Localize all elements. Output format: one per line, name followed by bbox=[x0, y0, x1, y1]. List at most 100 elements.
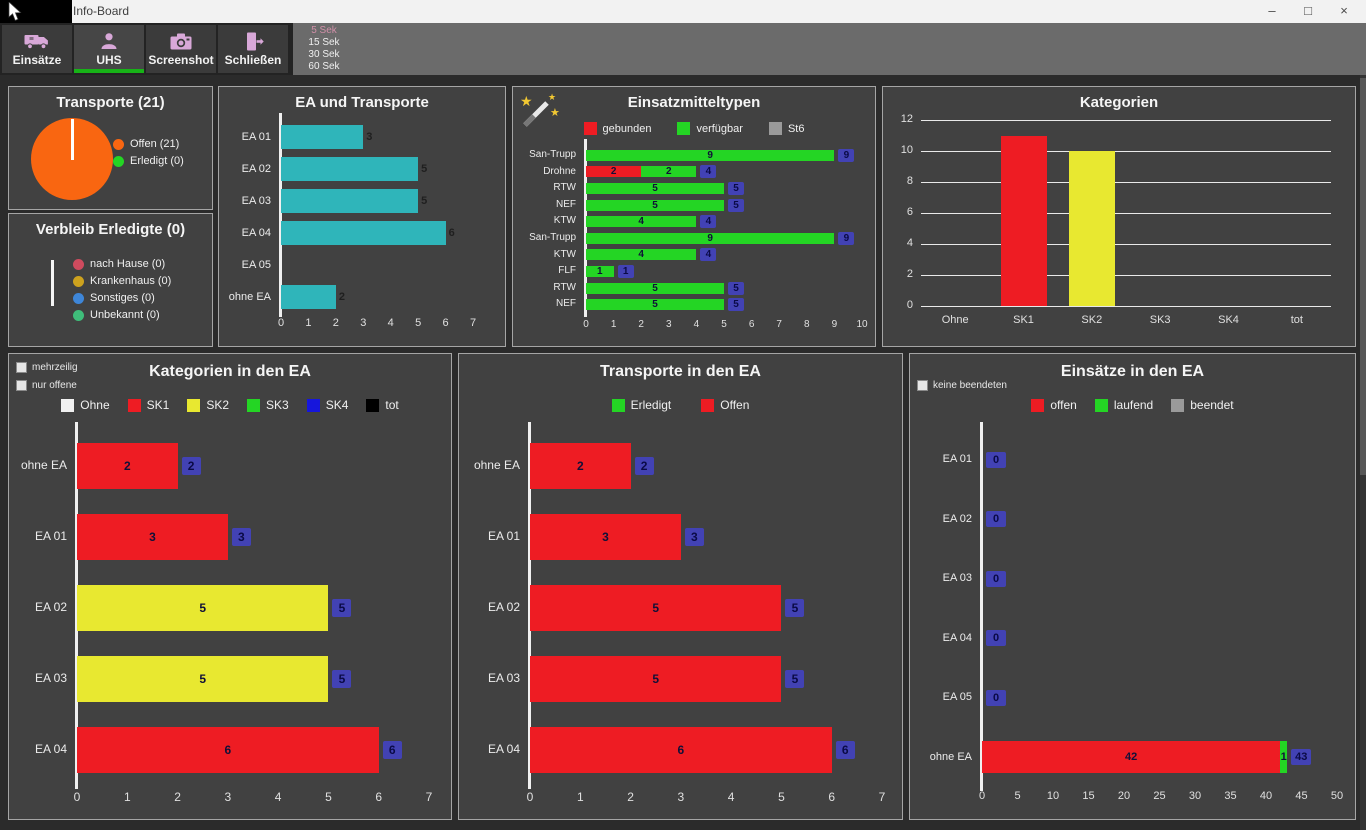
panel-einsaetze-in-den-ea: keine beendeten Einsätze in den EA offen… bbox=[909, 353, 1356, 820]
panel-transporte-title: Transporte (21) bbox=[56, 94, 165, 111]
axis-tick-label: 50 bbox=[1330, 790, 1344, 802]
axis-line bbox=[584, 139, 587, 317]
bar-value: 5 bbox=[652, 183, 658, 194]
legend-label: Unbekannt (0) bbox=[90, 309, 160, 321]
legend-swatch bbox=[113, 155, 124, 167]
legend-label: St6 bbox=[787, 122, 805, 135]
checkbox-box[interactable] bbox=[16, 380, 27, 391]
bar-value: 5 bbox=[652, 199, 658, 211]
total-badge: 2 bbox=[634, 456, 654, 475]
legend-label: verfügbar bbox=[696, 122, 743, 135]
bar-segment bbox=[586, 249, 697, 261]
bar-value: 5 bbox=[199, 600, 207, 615]
bar-value: 5 bbox=[652, 282, 658, 294]
bar-value: 42 bbox=[1124, 751, 1138, 764]
legend-label: SK2 bbox=[206, 398, 229, 412]
gridline bbox=[921, 306, 1331, 307]
legend-label: Krankenhaus (0) bbox=[90, 275, 172, 287]
gridline bbox=[921, 151, 1331, 152]
gridline bbox=[921, 275, 1331, 276]
timer-option[interactable]: 60 Sek bbox=[308, 61, 340, 72]
row-label: ohne EA bbox=[929, 750, 972, 763]
chart-ea-und-transporte: EA 01 3 EA 02 5 EA 03 5 EA 04 6 EA 05 ohne EA 2 0 1 2… bbox=[219, 87, 505, 346]
axis-tick-label: 7 bbox=[469, 317, 477, 329]
verbleib-legend: nach Hause (0) Krankenhaus (0) Sonstiges (… bbox=[73, 258, 171, 321]
checkbox-nur-offene[interactable]: nur offene bbox=[16, 380, 77, 391]
person-icon bbox=[100, 31, 118, 51]
bar-value: 1 bbox=[1280, 751, 1287, 764]
axis-tick-label: 3 bbox=[360, 317, 367, 329]
bar-segment bbox=[586, 216, 697, 228]
panel-verbleib-erledigte: Verbleib Erledigte (0) nach Hause (0) Kra… bbox=[8, 213, 213, 347]
axis-tick-label: 6 bbox=[442, 317, 449, 329]
row-label: San-Trupp bbox=[529, 232, 576, 243]
row-label: EA 04 bbox=[942, 631, 972, 644]
axis-tick-label: 15 bbox=[1082, 790, 1095, 802]
legend-swatch bbox=[677, 122, 691, 135]
category-label: tot bbox=[1290, 314, 1303, 326]
mouse-cursor-icon bbox=[8, 2, 22, 21]
toolbar-button-einsaetze[interactable]: Einsätze bbox=[2, 25, 72, 73]
scrollbar-thumb[interactable] bbox=[1360, 78, 1366, 475]
bar-value: 4 bbox=[638, 216, 644, 228]
row-label: KTW bbox=[553, 215, 576, 227]
toolbar-button-schliessen[interactable]: Schließen bbox=[218, 25, 288, 73]
legend-swatch bbox=[247, 398, 260, 412]
category-label: SK1 bbox=[1013, 314, 1034, 326]
legend-item: Unbekannt (0) bbox=[73, 309, 171, 321]
legend-item: tot bbox=[366, 398, 399, 412]
legend-item: SK4 bbox=[306, 398, 348, 412]
legend-swatch bbox=[306, 398, 320, 412]
axis-tick-label: 6 bbox=[828, 790, 836, 804]
axis-line bbox=[528, 422, 531, 789]
legend-swatch bbox=[187, 398, 201, 412]
checkbox-box[interactable] bbox=[16, 362, 27, 373]
total-badge: 1 bbox=[617, 265, 634, 278]
chart-title: Einsatzmitteltypen bbox=[627, 94, 761, 111]
transporte-ea-legend: Erledigt Offen bbox=[459, 398, 902, 412]
legend-swatch bbox=[113, 138, 124, 150]
axis-tick-label: 0 bbox=[906, 299, 913, 311]
legend-label: beendet bbox=[1190, 398, 1234, 412]
category-label: SK3 bbox=[1149, 314, 1171, 326]
axis-tick-label: 4 bbox=[906, 237, 913, 249]
axis-tick-label: 3 bbox=[677, 790, 685, 804]
axis-tick-label: 1 bbox=[123, 790, 131, 804]
total-badge: 0 bbox=[986, 630, 1006, 647]
checkbox-box[interactable] bbox=[917, 380, 928, 391]
legend-item: Ohne bbox=[61, 398, 110, 412]
axis-tick-label: 0 bbox=[583, 319, 589, 330]
minimize-button[interactable]: – bbox=[1268, 3, 1276, 18]
close-button[interactable]: × bbox=[1340, 3, 1348, 18]
scrollbar[interactable] bbox=[1360, 75, 1366, 830]
gridline bbox=[921, 244, 1331, 245]
timer-option[interactable]: 5 Sek bbox=[311, 25, 337, 36]
chart-kategorien: 0 2 4 6 8 10 12 Ohne SK1 SK2 SK3 SK4 tot bbox=[883, 87, 1355, 346]
timer-option[interactable]: 15 Sek bbox=[308, 37, 340, 48]
legend-swatch bbox=[73, 292, 84, 304]
toolbar-buttons: Einsätze UHS Screenshot Schließen bbox=[0, 23, 293, 75]
axis-tick-label: 30 bbox=[1188, 790, 1202, 802]
legend-swatch bbox=[73, 258, 84, 270]
toolbar-button-label: UHS bbox=[96, 53, 122, 67]
toolbar-button-screenshot[interactable]: Screenshot bbox=[146, 25, 216, 73]
legend-item: St6 bbox=[768, 122, 805, 135]
legend-item: Erledigt (0) bbox=[113, 155, 184, 167]
maximize-button[interactable]: □ bbox=[1304, 3, 1312, 18]
total-badge: 4 bbox=[700, 248, 717, 262]
bar-segment bbox=[641, 166, 697, 178]
bar-value: 9 bbox=[707, 149, 713, 161]
total-badge: 4 bbox=[700, 215, 717, 229]
checkbox-keine-beendeten[interactable]: keine beendeten bbox=[917, 380, 1007, 391]
toolbar-button-uhs[interactable]: UHS bbox=[74, 25, 144, 73]
total-badge: 5 bbox=[332, 598, 352, 617]
gridline bbox=[921, 213, 1331, 214]
axis-tick-label: 1 bbox=[305, 317, 312, 329]
chart-title: Transporte in den EA bbox=[600, 363, 761, 380]
legend-swatch bbox=[1171, 398, 1185, 412]
checkbox-mehrzeilig[interactable]: mehrzeilig bbox=[16, 362, 78, 373]
bar-value: 9 bbox=[707, 232, 713, 244]
timer-option[interactable]: 30 Sek bbox=[308, 49, 340, 60]
svg-text:★: ★ bbox=[550, 107, 560, 119]
bar-segment bbox=[281, 221, 446, 245]
